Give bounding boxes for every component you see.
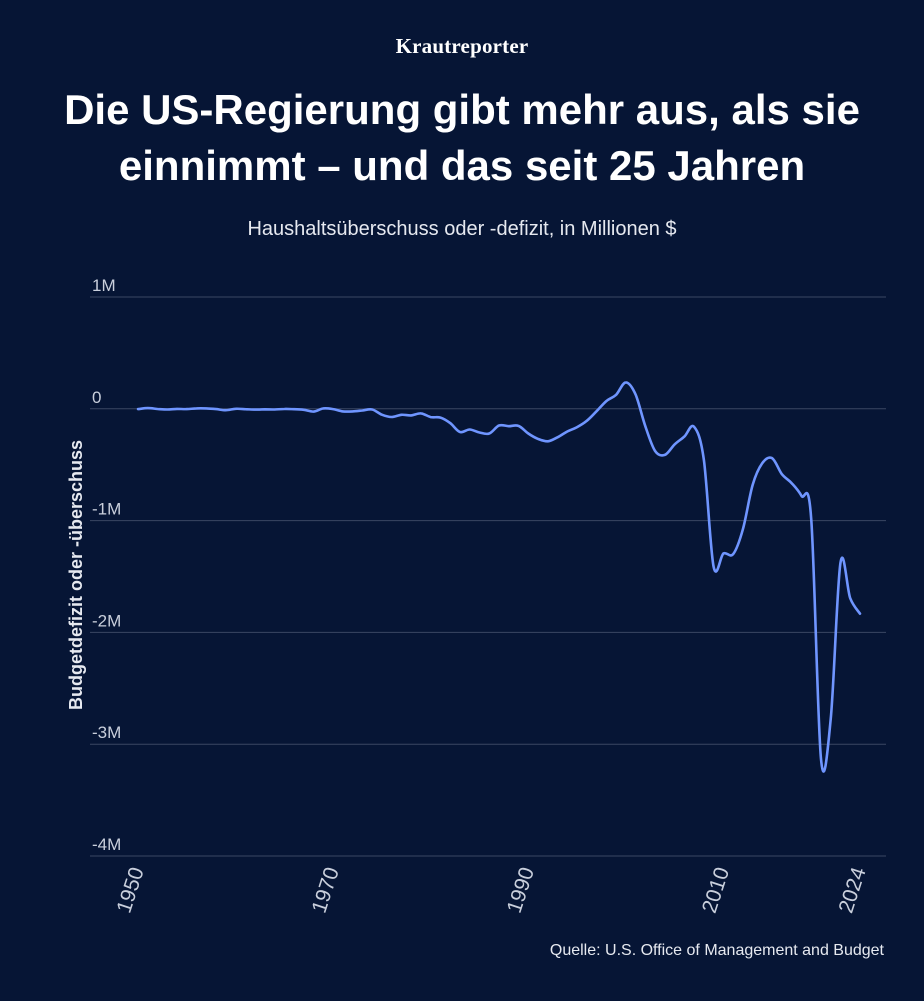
y-axis-label: Budgetdefizit oder -überschuss xyxy=(66,440,86,710)
x-tick-label: 1990 xyxy=(503,864,539,916)
chart-subtitle: Haushaltsüberschuss oder -defizit, in Mi… xyxy=(247,218,677,240)
y-axis-ticks: 1M 0 -1M -2M -3M -4M xyxy=(92,276,121,854)
x-tick-label: 1970 xyxy=(308,864,344,916)
y-tick-label: 0 xyxy=(92,388,101,407)
brand-logo: Krautreporter xyxy=(395,34,529,58)
x-tick-label: 1950 xyxy=(112,864,148,916)
x-axis-ticks: 1950 1970 1990 2010 2024 xyxy=(112,864,870,916)
y-tick-label: 1M xyxy=(92,276,116,295)
y-tick-label: -4M xyxy=(92,835,121,854)
y-tick-label: -1M xyxy=(92,500,121,519)
x-tick-label: 2024 xyxy=(834,864,870,916)
gridlines xyxy=(90,296,886,857)
y-tick-label: -2M xyxy=(92,611,121,630)
x-tick-label: 2010 xyxy=(698,864,734,916)
y-tick-label: -3M xyxy=(92,723,121,742)
chart-title: Die US-Regierung gibt mehr aus, als sie … xyxy=(64,86,860,189)
source-note: Quelle: U.S. Office of Management and Bu… xyxy=(549,942,884,959)
series-line xyxy=(136,381,862,773)
